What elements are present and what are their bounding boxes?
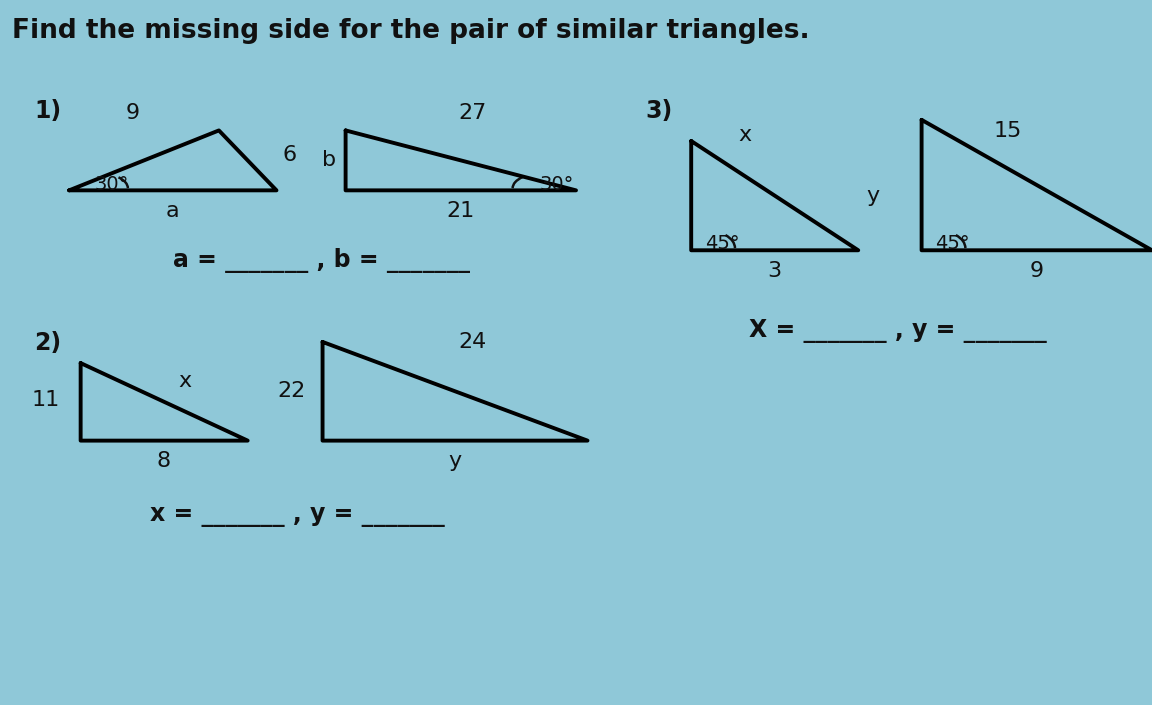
Text: 6: 6 [282, 145, 296, 165]
Text: Find the missing side for the pair of similar triangles.: Find the missing side for the pair of si… [12, 18, 809, 44]
Text: 22: 22 [276, 381, 305, 401]
Text: x = _______ , y = _______: x = _______ , y = _______ [150, 503, 445, 527]
Text: 3): 3) [645, 99, 673, 123]
Text: 45°: 45° [705, 234, 740, 253]
Text: 27: 27 [458, 104, 486, 123]
Text: y: y [448, 451, 462, 471]
Text: a: a [166, 201, 180, 221]
Text: 21: 21 [447, 201, 475, 221]
Text: 30°: 30° [94, 175, 129, 194]
Text: x: x [738, 125, 752, 145]
Text: 45°: 45° [935, 234, 970, 253]
Text: 9: 9 [126, 104, 139, 123]
Text: 24: 24 [458, 333, 486, 352]
Text: 1): 1) [35, 99, 62, 123]
Text: 11: 11 [31, 391, 60, 410]
Text: y: y [866, 186, 879, 206]
Text: 2): 2) [35, 331, 62, 355]
Text: x: x [179, 372, 191, 391]
Text: 30°: 30° [539, 175, 574, 194]
Text: 15: 15 [994, 121, 1022, 141]
Text: 9: 9 [1030, 261, 1044, 281]
Text: a = _______ , b = _______: a = _______ , b = _______ [173, 248, 470, 274]
Text: X = _______ , y = _______: X = _______ , y = _______ [749, 319, 1046, 343]
Text: 8: 8 [157, 451, 170, 471]
Text: b: b [323, 150, 336, 170]
Text: 3: 3 [767, 261, 781, 281]
